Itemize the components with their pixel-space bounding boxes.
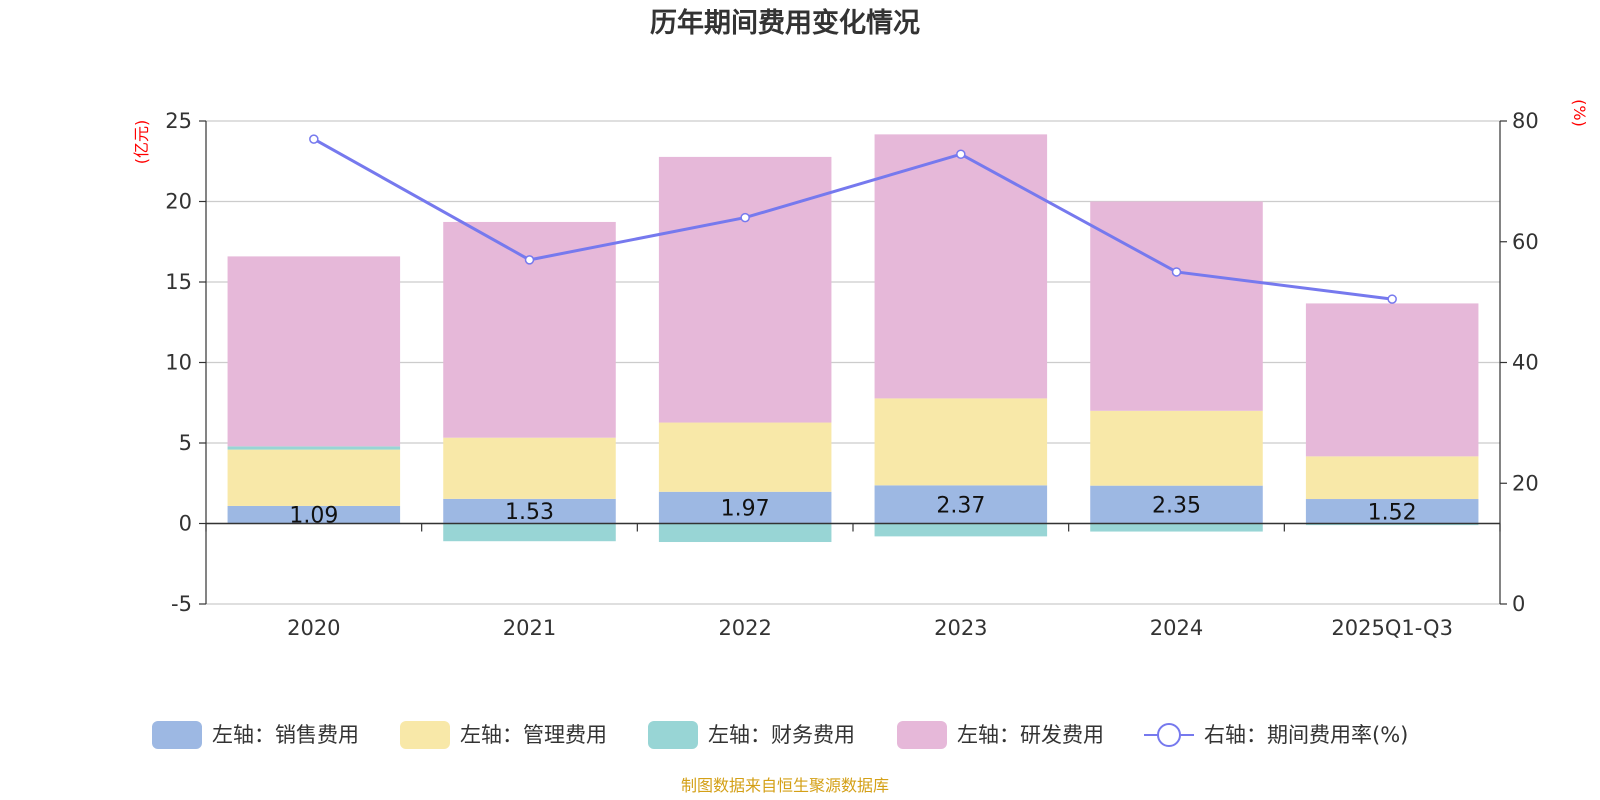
bar-segment [658,491,832,524]
axes: 25 20 15 10 5 0 -5 80 60 40 20 0 2020 2021 2022 2023 202… [165,109,1538,640]
bar-segment [874,485,1048,524]
bars [227,134,1479,543]
legend-label: 右轴：期间费用率(%) [1204,723,1408,747]
rate-line-path [313,137,1393,301]
bar-segment [874,134,1048,399]
rate-point [1171,267,1182,277]
data-label: 1.53 [505,500,554,525]
legend-label: 左轴：研发费用 [957,723,1104,747]
data-label: 1.97 [721,497,770,522]
rate-point [524,255,535,265]
bar-segment [443,437,616,499]
left-tick-label: 10 [165,351,192,375]
bar-segment [874,398,1048,486]
bar-segment [1305,456,1479,500]
x-tick-label: 2021 [503,616,556,640]
bar-segment [443,221,616,438]
bar-segment [227,449,401,506]
left-axis-unit: (亿元) [132,120,151,165]
chart-title: 历年期间费用变化情况 [650,7,920,39]
left-tick-label: 15 [165,270,192,294]
bar-segment [227,505,401,524]
bar-segment [1090,523,1263,532]
bar-segment [443,498,616,524]
x-tick-label: 2023 [934,616,987,640]
legend-circle-marker [1157,723,1181,747]
right-tick-label: 40 [1512,351,1539,375]
data-label: 2.35 [1152,494,1201,519]
bar-segment [874,523,1048,537]
data-labels: 1.09 1.53 1.97 2.37 2.35 1.52 [289,493,1416,528]
legend-label: 左轴：财务费用 [708,723,855,747]
bar-segment [658,523,832,543]
rate-point [1387,294,1397,304]
rate-point [956,149,966,159]
bar-segment [1305,499,1479,524]
left-tick-label: 0 [179,512,192,536]
right-axis-unit: (%) [1570,99,1589,127]
bar-segment [1305,523,1479,526]
data-label: 1.52 [1368,500,1417,525]
right-tick-label: 80 [1512,109,1539,133]
bar-segment [658,156,832,423]
x-tick-label: 2020 [287,616,340,640]
rate-line [309,134,1397,304]
bar-segment [227,446,401,450]
legend-swatch [648,721,698,749]
right-tick-label: 0 [1512,592,1525,616]
bar-segment [227,256,401,447]
bar-segment [1090,410,1263,486]
data-label: 1.09 [289,504,338,529]
rate-point [740,212,750,223]
data-label: 2.37 [936,493,985,518]
left-tick-label: 5 [179,431,192,455]
legend-swatch [897,721,947,749]
rate-point [309,134,319,144]
bar-segment [443,523,616,542]
legend-swatch [400,721,450,749]
right-tick-label: 20 [1512,471,1539,495]
bar-segment [1090,201,1263,411]
bar-segment [658,422,832,492]
left-tick-label: 20 [165,190,192,214]
x-tick-label: 2024 [1150,616,1203,640]
legend-label: 左轴：销售费用 [212,723,359,747]
bar-segment [1305,303,1479,457]
x-tick-label: 2025Q1-Q3 [1331,616,1453,640]
left-tick-label: 25 [165,109,192,133]
right-tick-label: 60 [1512,230,1539,254]
legend: 左轴：销售费用 左轴：管理费用 左轴：财务费用 左轴：研发费用 右轴：期间费用率(%) [152,721,1408,749]
source-note: 制图数据来自恒生聚源数据库 [681,776,889,795]
x-tick-label: 2022 [718,616,771,640]
left-tick-label: -5 [171,592,192,616]
legend-label: 左轴：管理费用 [460,723,607,747]
bar-segment [1090,485,1263,524]
legend-swatch [152,721,202,749]
